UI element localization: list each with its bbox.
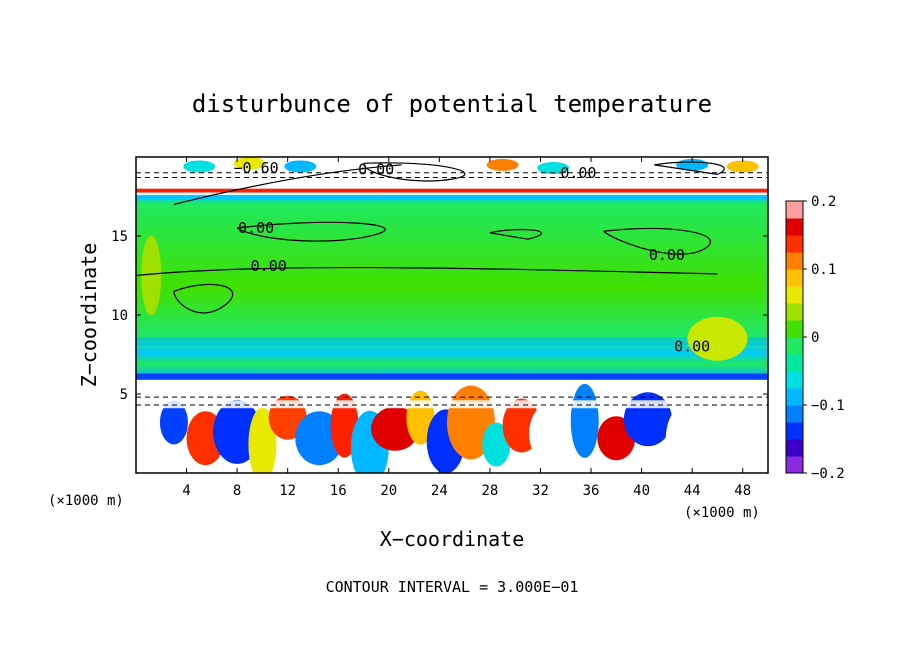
colorbar: [786, 201, 803, 474]
upper-red-streak: [136, 188, 768, 193]
contour-labels: 0.00 0.00 −0.60 0.00 0.00 0.00 0.00: [234, 159, 711, 356]
perturbation-blob: [570, 383, 599, 458]
colorbar-segment: [786, 337, 803, 355]
contour-lines: [136, 161, 768, 406]
upper-blob: [726, 160, 759, 173]
band-lower-edge: [136, 373, 768, 380]
colorbar-segment: [786, 303, 803, 321]
x-tick-label: 24: [431, 483, 448, 499]
lower-white-band: [136, 400, 768, 409]
main-band-fill: [136, 196, 768, 379]
contour-interval: CONTOUR INTERVAL = 3.000E−01: [326, 578, 579, 596]
x-tick-label: 28: [481, 483, 498, 499]
perturbation-blob: [665, 409, 694, 473]
colorbar-segment: [786, 286, 803, 304]
perturbation-blob: [159, 400, 188, 445]
y-ticks: 5 10 15: [111, 229, 768, 403]
x-tick-label: 40: [633, 483, 650, 499]
x-tick-label: 36: [583, 483, 600, 499]
right-warm-region: [687, 316, 748, 361]
colorbar-segment: [786, 269, 803, 287]
x-tick-label: 32: [532, 483, 549, 499]
colorbar-segment: [786, 405, 803, 423]
perturbation-blob: [482, 422, 511, 467]
y-axis-label: Z−coordinate: [77, 243, 101, 388]
colorbar-tick-label: 0.2: [811, 194, 836, 210]
colorbar-segment: [786, 354, 803, 372]
chart-title: disturbunce of potential temperature: [192, 90, 712, 118]
contour-line: [362, 162, 466, 182]
colorbar-tick-label: 0.1: [811, 262, 836, 278]
upper-blob: [537, 162, 570, 175]
colorbar-segment: [786, 456, 803, 474]
y-axis-unit: (×1000 m): [48, 493, 124, 509]
band-upper-edge: [136, 194, 768, 200]
plot-area: [136, 157, 768, 473]
contour-label: 0.00: [649, 246, 685, 264]
x-tick-label: 8: [233, 483, 241, 499]
colorbar-segment: [786, 218, 803, 236]
contour-label: 0.00: [358, 161, 394, 179]
x-tick-label: 12: [279, 483, 296, 499]
colorbar-segment: [786, 388, 803, 406]
colorbar-tick-label: 0: [811, 330, 819, 346]
lower-perturbations: [136, 383, 768, 473]
colorbar-ticks: 0.2 0.1 0 −0.1 −0.2: [803, 194, 845, 482]
x-axis-label: X−coordinate: [380, 527, 525, 551]
upper-blob: [233, 157, 266, 170]
x-tick-label: 20: [380, 483, 397, 499]
left-warm-region: [141, 235, 162, 316]
perturbation-blob: [529, 401, 578, 466]
contour-label: 0.00: [560, 164, 596, 182]
contour-label: −0.60: [234, 159, 279, 177]
colorbar-segment: [786, 252, 803, 270]
x-axis-unit: (×1000 m): [684, 505, 760, 521]
x-ticks: 4 8 12 16 20 24 28 32 36 40 44 48: [182, 157, 751, 499]
upper-blob: [284, 160, 317, 173]
colorbar-segment: [786, 235, 803, 253]
contour-label: 0.00: [674, 338, 710, 356]
x-tick-label: 16: [330, 483, 347, 499]
x-tick-label: 48: [734, 483, 751, 499]
perturbation-blob: [698, 388, 737, 463]
contour-line: [603, 227, 712, 255]
contour-label: 0.00: [251, 257, 287, 275]
contour-line: [136, 266, 718, 277]
perturbation-blob: [248, 407, 277, 473]
band-streak: [136, 337, 768, 346]
colorbar-segment: [786, 439, 803, 457]
contour-line: [489, 228, 543, 240]
contour-line: [173, 164, 402, 205]
colorbar-segment: [786, 422, 803, 440]
contour-line: [654, 161, 725, 175]
contour-line: [173, 283, 233, 314]
colorbar-tick-label: −0.1: [811, 398, 845, 414]
y-tick-label: 10: [111, 308, 128, 324]
upper-blob: [183, 160, 216, 173]
colorbar-segment: [786, 201, 803, 219]
main-band: [136, 188, 768, 380]
colorbar-tick-label: −0.2: [811, 466, 845, 482]
y-tick-label: 5: [120, 387, 128, 403]
contour-label: 0.00: [238, 219, 274, 237]
colorbar-segment: [786, 320, 803, 338]
x-tick-label: 44: [684, 483, 701, 499]
colorbar-segment: [786, 371, 803, 389]
upper-blob: [486, 158, 519, 171]
y-tick-label: 15: [111, 229, 128, 245]
contour-line: [236, 221, 386, 242]
x-tick-label: 4: [182, 483, 190, 499]
